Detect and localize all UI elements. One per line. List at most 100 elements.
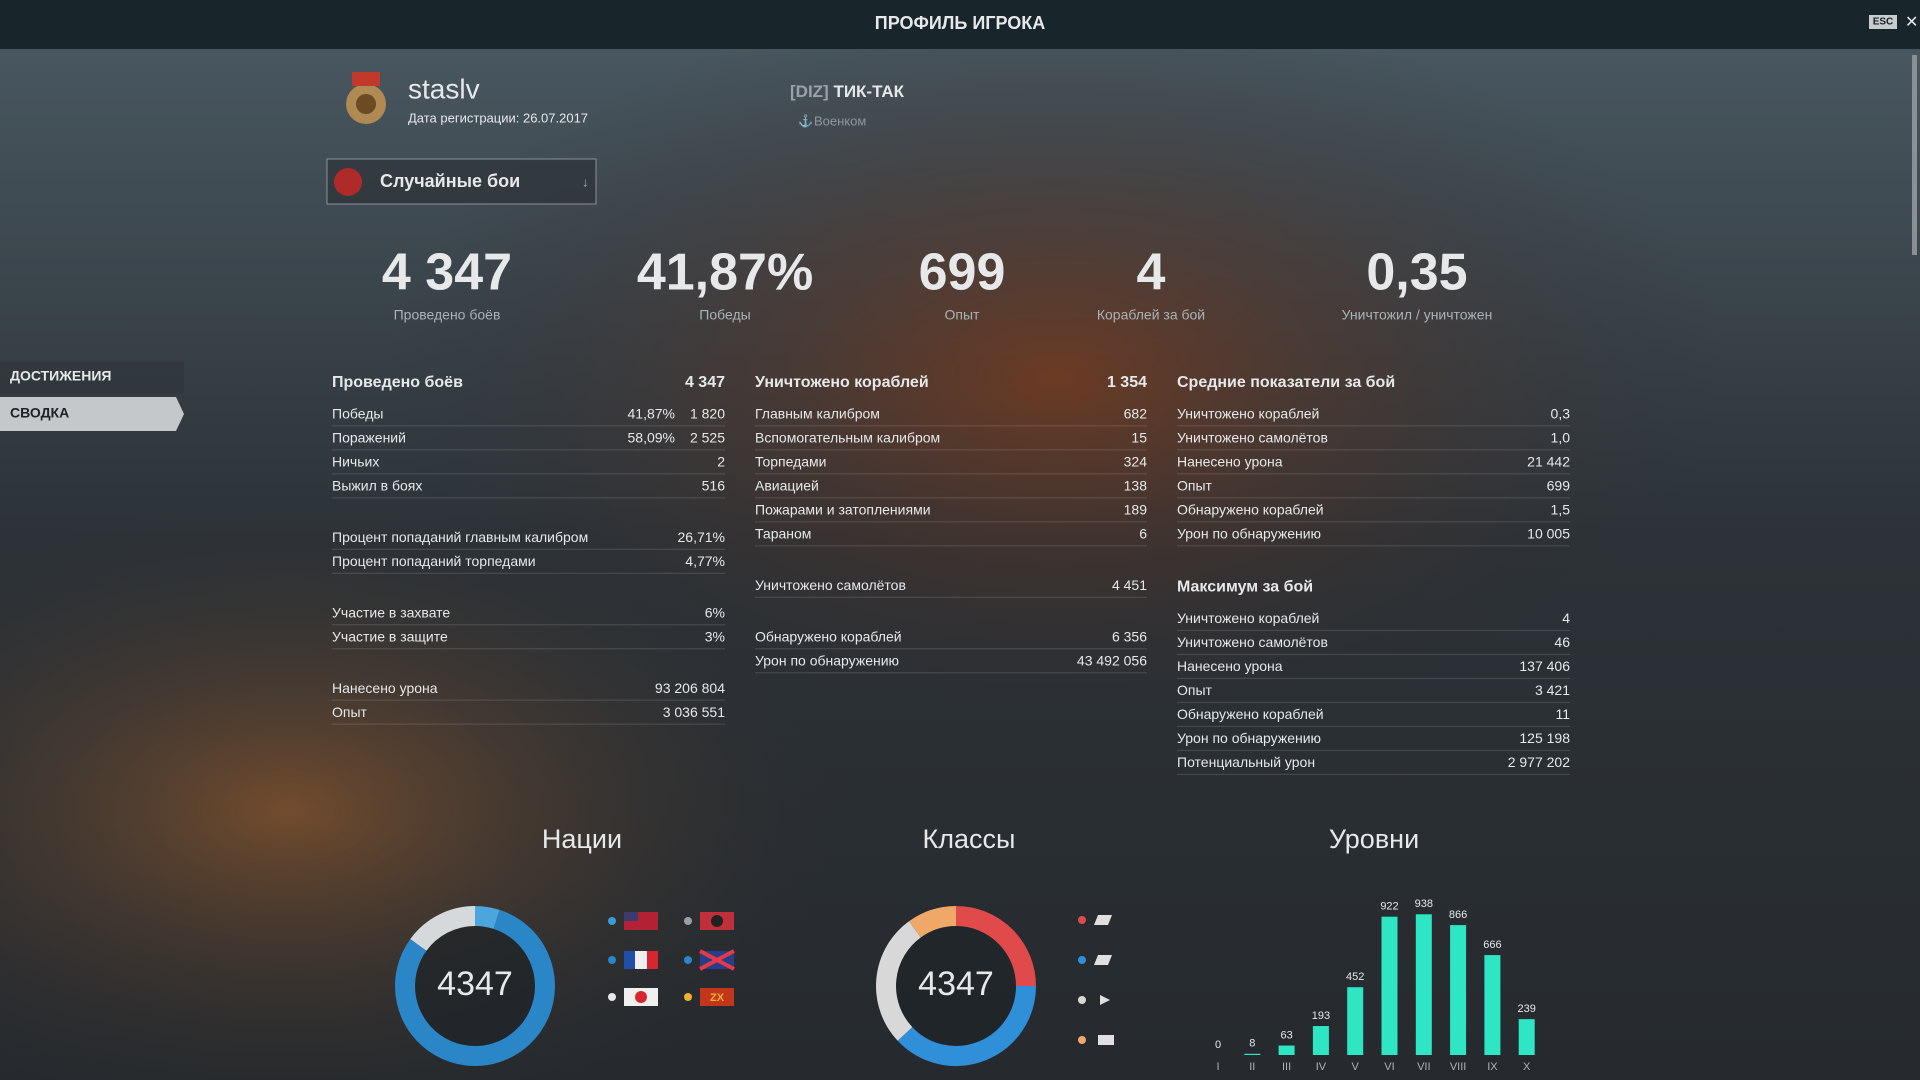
bar-value-label: 922 xyxy=(1380,901,1398,913)
chart-title: Классы xyxy=(923,824,1016,854)
svg-text:ZX: ZX xyxy=(710,992,725,1004)
bar-value-label: 63 xyxy=(1280,1029,1292,1041)
nav-item-bg[interactable] xyxy=(0,362,184,394)
summary-label: Уничтожил / уничтожен xyxy=(1342,307,1493,323)
donut-segment xyxy=(955,906,1036,987)
stat-label: Тараном xyxy=(755,526,811,542)
chart-title: Уровни xyxy=(1329,824,1419,854)
stat-value: 2 977 202 xyxy=(1508,754,1570,770)
stat-value: 516 xyxy=(702,478,726,494)
nav-item-active[interactable]: СВОДКА xyxy=(10,405,69,421)
nav-item[interactable]: ДОСТИЖЕНИЯ xyxy=(10,368,111,384)
stat-label: Уничтожено самолётов xyxy=(755,577,906,593)
x-tick-label: VIII xyxy=(1450,1061,1467,1073)
donut-segment xyxy=(410,906,476,952)
stat-label: Нанесено урона xyxy=(1177,658,1283,674)
x-tick-label: III xyxy=(1282,1061,1291,1073)
summary-value: 0,35 xyxy=(1366,244,1467,302)
summary-label: Опыт xyxy=(945,307,981,323)
nav-item-active-bg[interactable] xyxy=(0,397,184,431)
bar-value-label: 8 xyxy=(1249,1038,1255,1050)
stat-label: Опыт xyxy=(332,704,368,720)
stat-value: 15 xyxy=(1131,430,1147,446)
donut-segment xyxy=(474,906,500,930)
stat-value: 324 xyxy=(1124,454,1148,470)
x-tick-label: V xyxy=(1352,1061,1360,1073)
esc-badge[interactable] xyxy=(1869,15,1897,29)
stat-value: 699 xyxy=(1547,478,1571,494)
stat-value: 4,77% xyxy=(685,553,725,569)
mode-icon xyxy=(334,168,362,196)
stat-label: Участие в защите xyxy=(332,628,448,644)
stat-value: 1,5 xyxy=(1551,502,1571,518)
stat-label: Поражений xyxy=(332,430,406,446)
stat-label: Авиацией xyxy=(755,478,819,494)
stat-value: 137 406 xyxy=(1519,658,1570,674)
mode-dropdown[interactable] xyxy=(326,158,597,205)
stat-label: Нанесено урона xyxy=(1177,454,1283,470)
x-tick-label: IV xyxy=(1316,1061,1327,1073)
donut-segment xyxy=(876,921,922,1041)
clan[interactable]: [DIZ] ТИК-ТАК xyxy=(790,82,905,101)
level-bar xyxy=(1450,925,1467,1055)
esc-label[interactable]: ESC xyxy=(1873,17,1894,28)
section-title: Максимум за бой xyxy=(1177,579,1313,596)
level-bar xyxy=(1518,1019,1535,1055)
mode-label[interactable]: Случайные бои xyxy=(380,171,520,191)
stat-label: Вспомогательным калибром xyxy=(755,430,940,446)
stat-label: Обнаружено кораблей xyxy=(1177,502,1324,518)
level-bar xyxy=(1415,914,1432,1055)
bar-value-label: 666 xyxy=(1483,939,1501,951)
chart-title: Нации xyxy=(542,824,622,854)
stat-value: 43 492 056 xyxy=(1077,652,1147,668)
donut-center-label: 4347 xyxy=(437,965,513,1003)
section-total: 1 354 xyxy=(1107,374,1147,391)
level-bar xyxy=(1244,1053,1261,1055)
x-tick-label: IX xyxy=(1487,1061,1498,1073)
close-icon[interactable]: ✕ xyxy=(1905,14,1918,31)
stat-label: Урон по обнаружению xyxy=(1177,526,1321,542)
stat-value: 3% xyxy=(705,628,725,644)
summary-value: 4 347 xyxy=(382,244,512,302)
stat-label: Потенциальный урон xyxy=(1177,754,1315,770)
stat-value: 0,3 xyxy=(1551,406,1571,422)
stat-label: Уничтожено самолётов xyxy=(1177,634,1328,650)
top-bar xyxy=(0,0,1920,49)
stat-label: Главным калибром xyxy=(755,406,880,422)
stat-value: 1 820 xyxy=(690,406,725,422)
level-bar xyxy=(1278,1045,1295,1055)
donut-segment xyxy=(908,906,957,938)
x-tick-label: VII xyxy=(1417,1061,1430,1073)
x-tick-label: I xyxy=(1216,1061,1219,1073)
stat-label: Торпедами xyxy=(755,454,827,470)
stat-value: 3 421 xyxy=(1535,682,1570,698)
summary-value: 4 xyxy=(1137,244,1166,302)
stat-label: Уничтожено самолётов xyxy=(1177,430,1328,446)
x-tick-label: X xyxy=(1523,1061,1531,1073)
x-tick-label: VI xyxy=(1384,1061,1394,1073)
section-title: Проведено боёв xyxy=(332,374,463,391)
bar-value-label: 0 xyxy=(1215,1039,1221,1051)
stat-value: 2 xyxy=(717,454,725,470)
bar-value-label: 866 xyxy=(1449,909,1467,921)
stat-label: Участие в захвате xyxy=(332,604,450,620)
bar-value-label: 193 xyxy=(1312,1010,1330,1022)
stat-value: 93 206 804 xyxy=(655,680,725,696)
x-tick-label: II xyxy=(1249,1061,1255,1073)
stat-value: 4 xyxy=(1562,610,1570,626)
donut-segment xyxy=(897,985,1036,1066)
dropdown-arrow[interactable]: ↓ xyxy=(582,174,589,189)
stat-value: 138 xyxy=(1124,478,1148,494)
level-bar xyxy=(1347,987,1364,1055)
clan-tag: [DIZ] xyxy=(790,82,829,101)
stat-value: 2 525 xyxy=(690,430,725,446)
player-name: staslv xyxy=(408,73,480,104)
level-bar xyxy=(1484,955,1501,1055)
stat-value: 46 xyxy=(1554,634,1570,650)
section-title: Средние показатели за бой xyxy=(1177,374,1395,391)
section-title: Уничтожено кораблей xyxy=(755,374,929,391)
stat-value: 125 198 xyxy=(1519,730,1570,746)
stat-label: Процент попаданий главным калибром xyxy=(332,529,588,545)
